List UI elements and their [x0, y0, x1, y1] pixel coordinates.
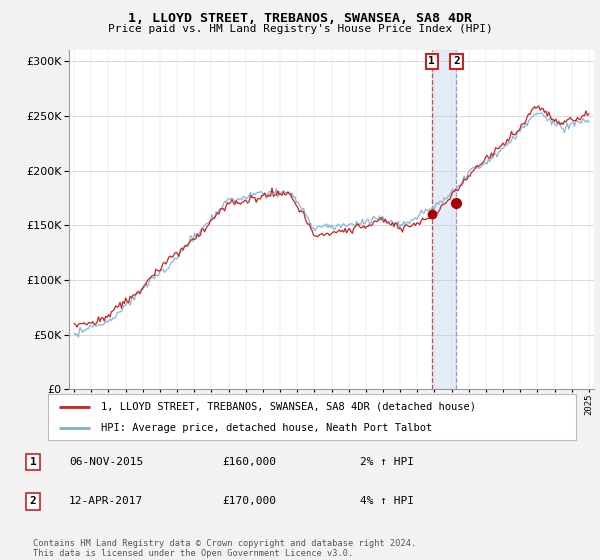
- Text: 12-APR-2017: 12-APR-2017: [69, 496, 143, 506]
- Text: 2% ↑ HPI: 2% ↑ HPI: [360, 457, 414, 467]
- Text: £160,000: £160,000: [222, 457, 276, 467]
- Text: 1: 1: [29, 457, 37, 467]
- Text: Price paid vs. HM Land Registry's House Price Index (HPI): Price paid vs. HM Land Registry's House …: [107, 24, 493, 34]
- Text: 2: 2: [29, 496, 37, 506]
- Bar: [432, 50, 457, 389]
- Text: HPI: Average price, detached house, Neath Port Talbot: HPI: Average price, detached house, Neat…: [101, 423, 432, 433]
- Text: 1: 1: [428, 57, 435, 66]
- Text: 1, LLOYD STREET, TREBANOS, SWANSEA, SA8 4DR (detached house): 1, LLOYD STREET, TREBANOS, SWANSEA, SA8 …: [101, 402, 476, 412]
- Text: 2: 2: [453, 57, 460, 66]
- Text: 1, LLOYD STREET, TREBANOS, SWANSEA, SA8 4DR: 1, LLOYD STREET, TREBANOS, SWANSEA, SA8 …: [128, 12, 472, 25]
- Text: Contains HM Land Registry data © Crown copyright and database right 2024.
This d: Contains HM Land Registry data © Crown c…: [33, 539, 416, 558]
- Text: £170,000: £170,000: [222, 496, 276, 506]
- Text: 06-NOV-2015: 06-NOV-2015: [69, 457, 143, 467]
- Text: 4% ↑ HPI: 4% ↑ HPI: [360, 496, 414, 506]
